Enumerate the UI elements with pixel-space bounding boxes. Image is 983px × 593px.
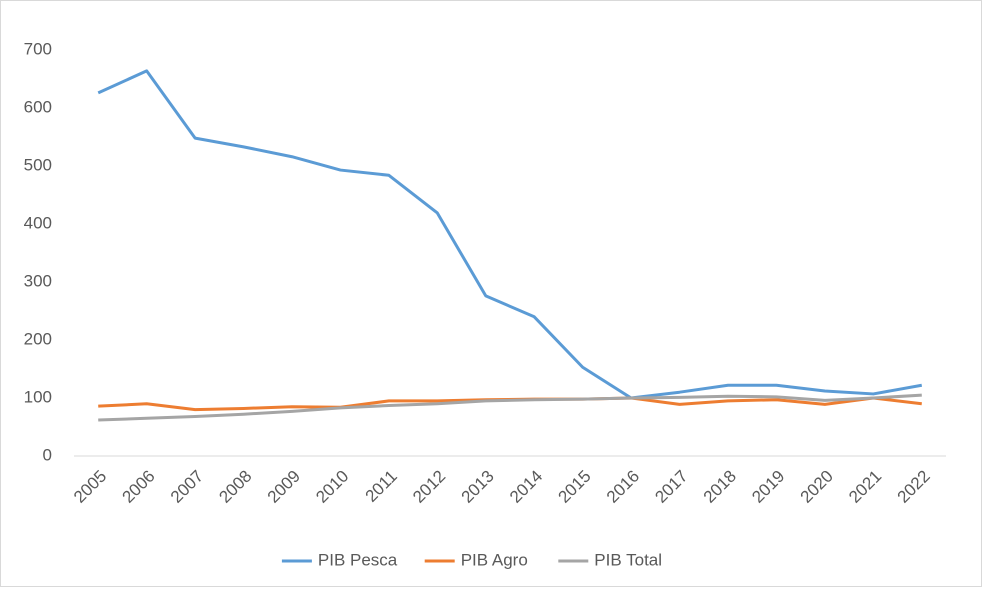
series-line xyxy=(98,393,922,422)
legend-label: PIB Pesca xyxy=(318,550,398,569)
y-tick-label: 700 xyxy=(24,39,52,58)
y-tick-label: 300 xyxy=(24,271,52,290)
legend-label: PIB Agro xyxy=(461,550,528,569)
y-tick-label: 400 xyxy=(24,213,52,232)
y-tick-label: 600 xyxy=(24,97,52,116)
y-tick-label: 500 xyxy=(24,155,52,174)
legend-label: PIB Total xyxy=(594,550,662,569)
series-line xyxy=(97,69,923,400)
y-tick-label: 0 xyxy=(43,445,52,464)
y-tick-label: 200 xyxy=(24,329,52,348)
y-tick-label: 100 xyxy=(24,387,52,406)
